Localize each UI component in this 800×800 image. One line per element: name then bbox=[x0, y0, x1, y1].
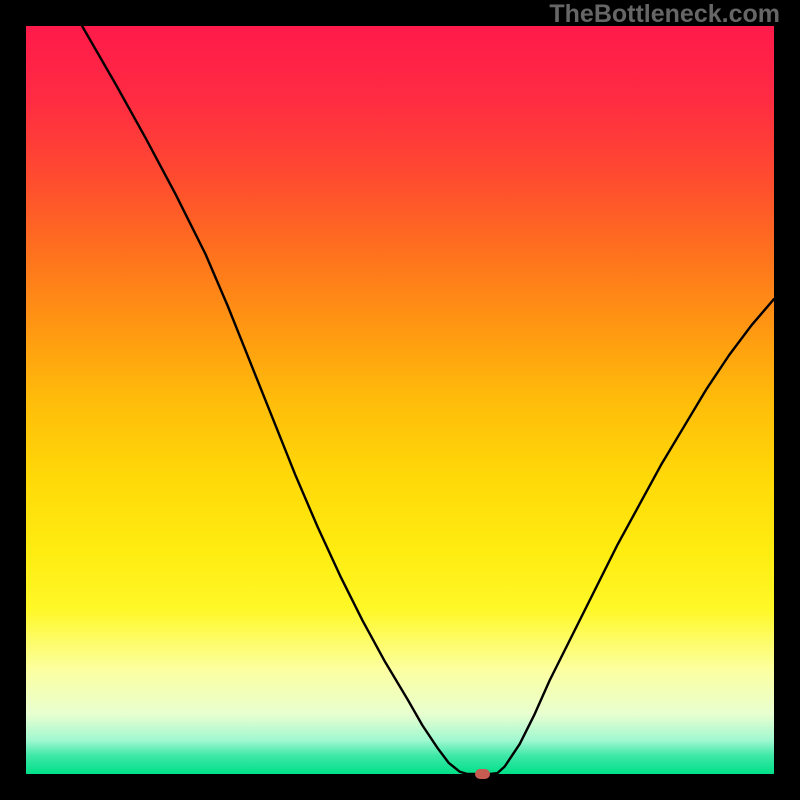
chart-plot-area bbox=[26, 26, 774, 774]
gradient-bg bbox=[26, 26, 774, 774]
optimal-marker-pill bbox=[475, 769, 490, 779]
watermark-label: TheBottleneck.com bbox=[549, 0, 780, 29]
gradient-and-curve-svg bbox=[26, 26, 774, 774]
